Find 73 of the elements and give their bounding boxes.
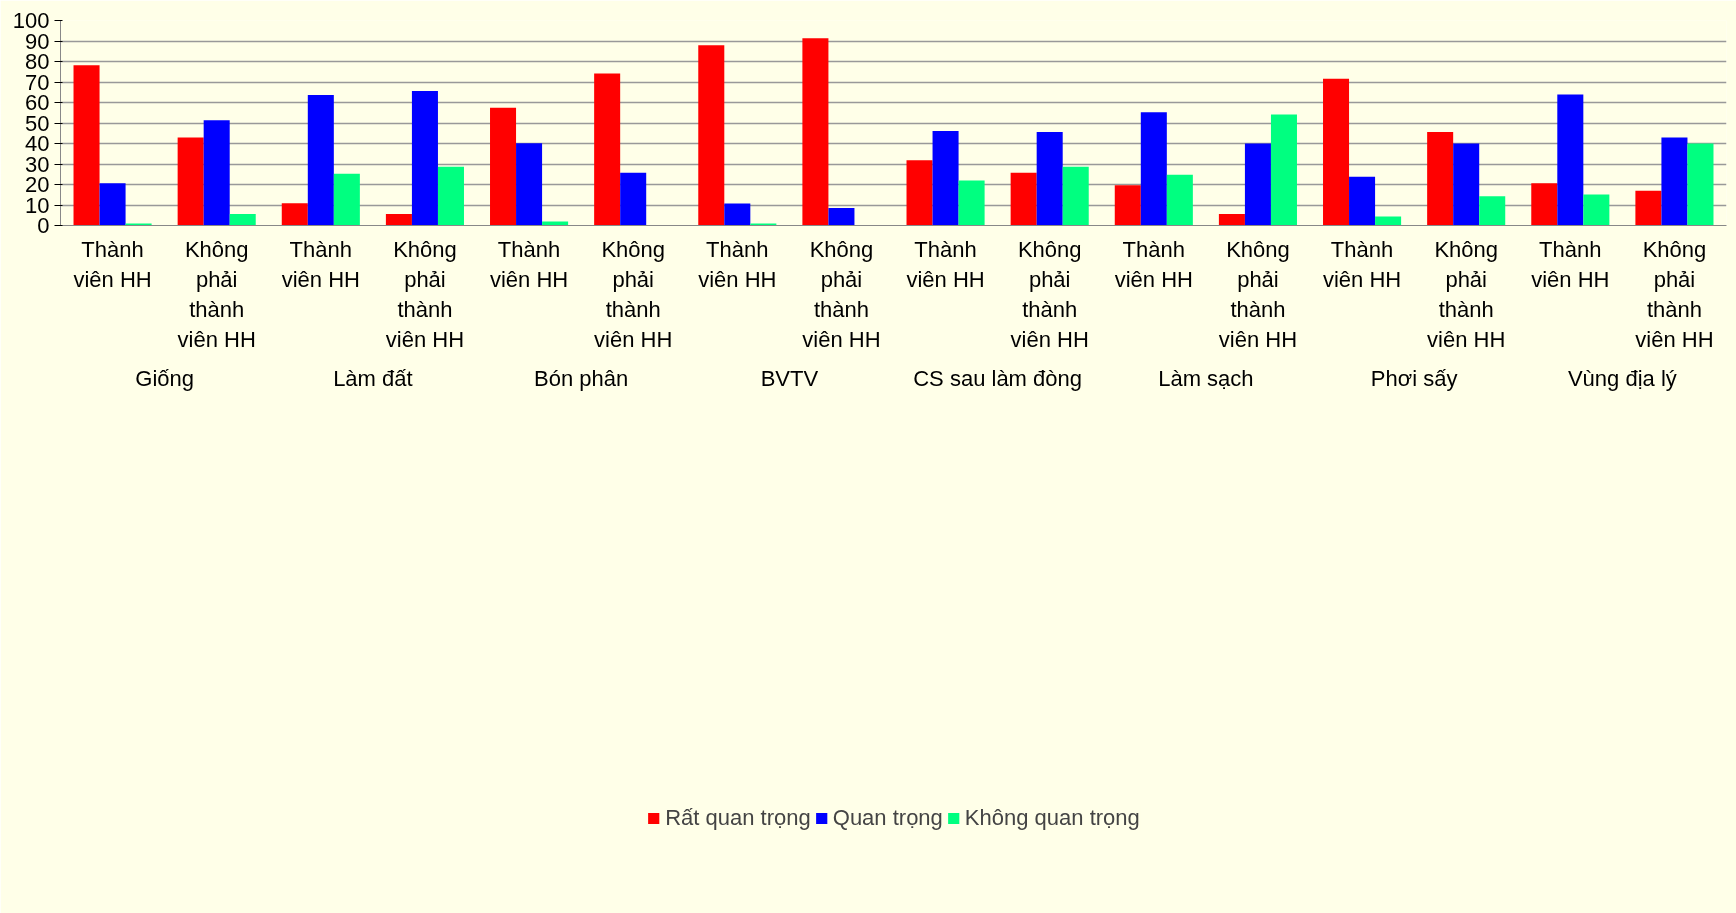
bar [229,214,256,226]
bar [1453,143,1480,226]
bar [828,208,855,226]
x-tick-label: Thành viên HH [489,236,569,292]
x-tick-label: Không phải thành viên HH [594,236,673,352]
x-tick-label: Thành viên HH [1322,236,1402,292]
bar [1635,190,1662,226]
bar [1036,132,1063,226]
bar [1349,176,1376,226]
bar [1375,216,1402,226]
bar [385,214,412,226]
x-tick-label: Thành viên HH [1114,236,1193,292]
bar [724,203,751,226]
text: Bón phân [534,365,629,391]
x-tick-label: Không phải thành viên HH [1427,236,1506,352]
bar [1114,185,1141,226]
x-tick-label: Thành viên HH [281,236,360,292]
x-tick-label: Không phải thành viên HH [177,236,256,352]
text: Phơi sấy [1370,365,1458,391]
legend-label: Không quan trọng [964,804,1140,831]
x-tick-label: Thành viên HH [698,236,777,292]
bar [1557,94,1584,226]
bar [1166,174,1193,226]
bar [99,183,126,226]
bar [932,130,959,226]
bar [594,73,621,226]
bar [125,223,152,226]
bar [1323,78,1350,226]
bar [281,203,308,226]
bar [698,45,725,226]
bar [1010,172,1037,226]
bar [1140,112,1167,226]
bar [203,120,230,226]
bar [542,221,569,226]
bar [958,180,985,226]
bar [490,107,517,226]
x-tick-label: Không phải thành viên HH [802,236,881,352]
text: CS sau làm đòng [913,365,1083,391]
bar [802,38,829,226]
x-tick-label: Không phải thành viên HH [1635,236,1714,352]
bar [620,172,647,226]
bar [73,65,100,226]
bar [1270,114,1297,226]
bar [1479,196,1506,226]
legend-label: Rất quan trọng [665,804,811,831]
bar [1661,137,1688,226]
bar [411,91,438,226]
text: Giống [135,365,194,391]
x-tick-label: Không phải thành viên HH [1010,236,1089,352]
bar [1244,143,1271,226]
bar [516,143,543,226]
bar [437,166,464,226]
bar [1218,214,1245,226]
bar [1531,183,1558,226]
text: Làm đất [333,365,413,391]
bar [906,160,933,226]
text: Làm sạch [1158,365,1254,391]
bar [307,95,334,226]
x-tick-label: Không phải thành viên HH [1218,236,1298,352]
x-tick-label: Không phải thành viên HH [385,236,465,352]
text: Vùng địa lý [1567,365,1677,391]
bar [1583,194,1610,226]
bar [177,137,204,226]
bar [1427,132,1454,226]
x-tick-label: Thành viên HH [906,236,985,292]
x-tick-label: Thành viên HH [1531,236,1610,292]
legend-label: Quan trọng [832,804,943,831]
bar [1062,166,1089,226]
bar [750,223,777,226]
x-tick-label: Thành viên HH [73,236,152,292]
bar [1687,143,1714,226]
bar [333,173,360,226]
text: BVTV [760,365,819,391]
